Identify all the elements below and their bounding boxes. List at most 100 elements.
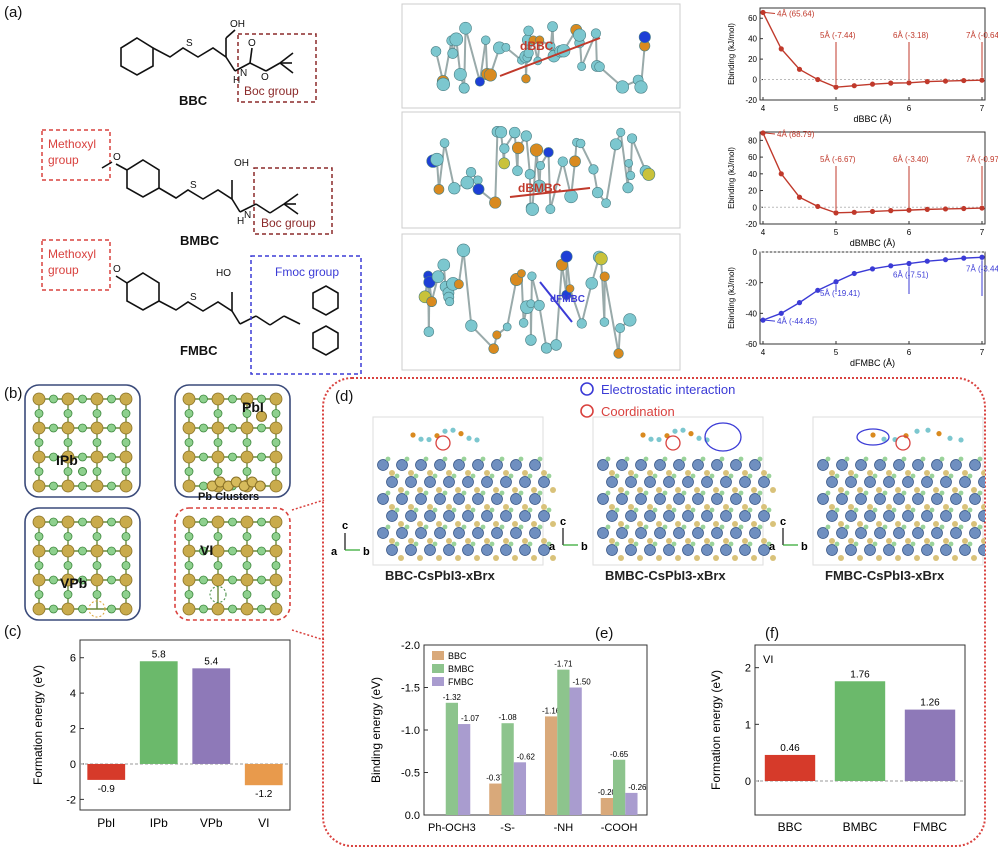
- halide-atom: [423, 490, 429, 496]
- pb-atom: [732, 521, 738, 527]
- i-atom: [257, 423, 266, 433]
- i-atom: [271, 409, 281, 418]
- data-point: [833, 84, 839, 90]
- halide-atom: [977, 490, 983, 496]
- molecule-atom: [696, 435, 702, 441]
- pb-atom: [90, 450, 104, 464]
- x-tick-label: 6: [907, 348, 912, 357]
- i-atom: [257, 546, 266, 556]
- pb-atom: [474, 487, 480, 493]
- pb-atom: [32, 544, 46, 558]
- i-atom: [121, 532, 131, 541]
- x-tick-label: PbI: [97, 816, 115, 830]
- pb-atom: [427, 538, 433, 544]
- atom: [494, 126, 508, 139]
- pb-atom: [182, 544, 196, 558]
- y-tick-label: 6: [70, 653, 76, 665]
- pb-atom: [685, 470, 691, 476]
- electrostatic-marker: [704, 422, 742, 452]
- y-tick-label: -20: [745, 279, 757, 288]
- cs-atom: [749, 527, 761, 539]
- atom: [465, 319, 478, 332]
- atom: [532, 179, 546, 193]
- halide-atom: [948, 541, 954, 547]
- pb-atom: [493, 487, 499, 493]
- ipb-label: IPb: [56, 452, 78, 468]
- halide-atom: [527, 473, 533, 479]
- pb-atom: [240, 515, 254, 529]
- x-tick-label: BMBC: [843, 820, 878, 834]
- i-atom: [257, 575, 266, 585]
- svg-text:a: a: [549, 541, 556, 553]
- cs-atom: [415, 493, 427, 505]
- atom: [523, 25, 534, 36]
- legend-swatch: [432, 677, 444, 686]
- cs-atom: [959, 510, 971, 522]
- data-annotation: 5Å (-6.67): [820, 155, 856, 164]
- halide-atom: [489, 507, 495, 513]
- halide-atom: [671, 473, 677, 479]
- cs-atom: [883, 510, 895, 522]
- x-axis-label: dFMBC (Å): [850, 358, 895, 368]
- pb-atom: [389, 470, 395, 476]
- halide-atom: [442, 456, 448, 462]
- pb-atom: [269, 573, 283, 587]
- cs-atom: [845, 510, 857, 522]
- cs-atom: [538, 510, 550, 522]
- cs-atom: [950, 527, 962, 539]
- cs-atom: [902, 510, 914, 522]
- atom: [512, 165, 523, 177]
- halide-atom: [948, 473, 954, 479]
- cs-atom: [673, 527, 685, 539]
- data-point: [906, 260, 912, 267]
- cs-atom: [902, 544, 914, 556]
- fmbc-distance-label: dFMBC: [550, 294, 585, 305]
- pb-atom: [618, 521, 624, 527]
- i-atom: [34, 590, 44, 599]
- bar: [445, 702, 459, 815]
- pb-atom: [838, 555, 844, 561]
- halide-atom: [882, 456, 888, 462]
- atom: [431, 270, 445, 283]
- bar: [513, 762, 527, 815]
- fluorenyl-ring-2: [312, 325, 339, 356]
- data-point: [815, 287, 821, 293]
- axis-triad-3: c a b: [769, 516, 808, 553]
- y-tick-label: 40: [748, 35, 757, 44]
- atom: [615, 80, 629, 94]
- y-tick-label: 0: [753, 248, 758, 257]
- bar: [904, 709, 956, 781]
- x-tick-label: BBC: [778, 820, 803, 834]
- pb-atom: [761, 504, 767, 510]
- svg-text:N: N: [240, 68, 247, 79]
- y-tick-label: 20: [748, 55, 757, 64]
- pb-atom: [61, 450, 75, 464]
- atom: [447, 48, 459, 59]
- cs-atom: [864, 476, 876, 488]
- pb-atom: [61, 479, 75, 493]
- y-axis-label: Ebinding (kJ/mol): [727, 23, 736, 85]
- halide-atom: [825, 490, 831, 496]
- halide-atom: [920, 490, 926, 496]
- pb-atom: [493, 521, 499, 527]
- cs-atom: [739, 476, 751, 488]
- data-point: [815, 203, 821, 210]
- cs-atom: [817, 527, 829, 539]
- bar-value-label: 5.4: [204, 656, 218, 667]
- cs-atom: [682, 510, 694, 522]
- i-atom: [78, 604, 87, 614]
- atom: [523, 48, 534, 59]
- cs-atom: [415, 459, 427, 471]
- cs-atom: [510, 527, 522, 539]
- pb-atom: [211, 421, 225, 435]
- cs-atom: [606, 476, 618, 488]
- bar: [612, 759, 626, 815]
- pb-atom: [503, 470, 509, 476]
- atom: [573, 28, 587, 42]
- i-atom: [121, 438, 131, 447]
- pb-atom: [704, 470, 710, 476]
- pb-atom: [943, 504, 949, 510]
- pb-atom: [119, 544, 133, 558]
- panel-label-b: (b): [4, 385, 23, 402]
- pb-atom: [119, 421, 133, 435]
